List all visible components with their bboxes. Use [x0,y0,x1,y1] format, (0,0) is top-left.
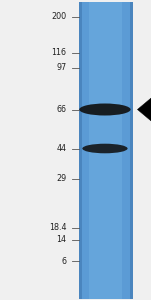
Text: 66: 66 [56,105,66,114]
Text: 18.4: 18.4 [49,224,66,232]
Text: 14: 14 [56,236,66,244]
Text: 6: 6 [61,256,66,266]
Bar [89,2,122,298]
Bar [130,2,133,298]
Text: 29: 29 [56,174,66,183]
Ellipse shape [82,144,128,153]
Text: 200: 200 [51,12,66,21]
Bar [79,2,133,298]
Polygon shape [137,98,151,121]
Text: 44: 44 [56,144,66,153]
Ellipse shape [79,103,131,116]
Text: 116: 116 [51,48,66,57]
Text: 97: 97 [56,63,66,72]
Bar [79,2,82,298]
